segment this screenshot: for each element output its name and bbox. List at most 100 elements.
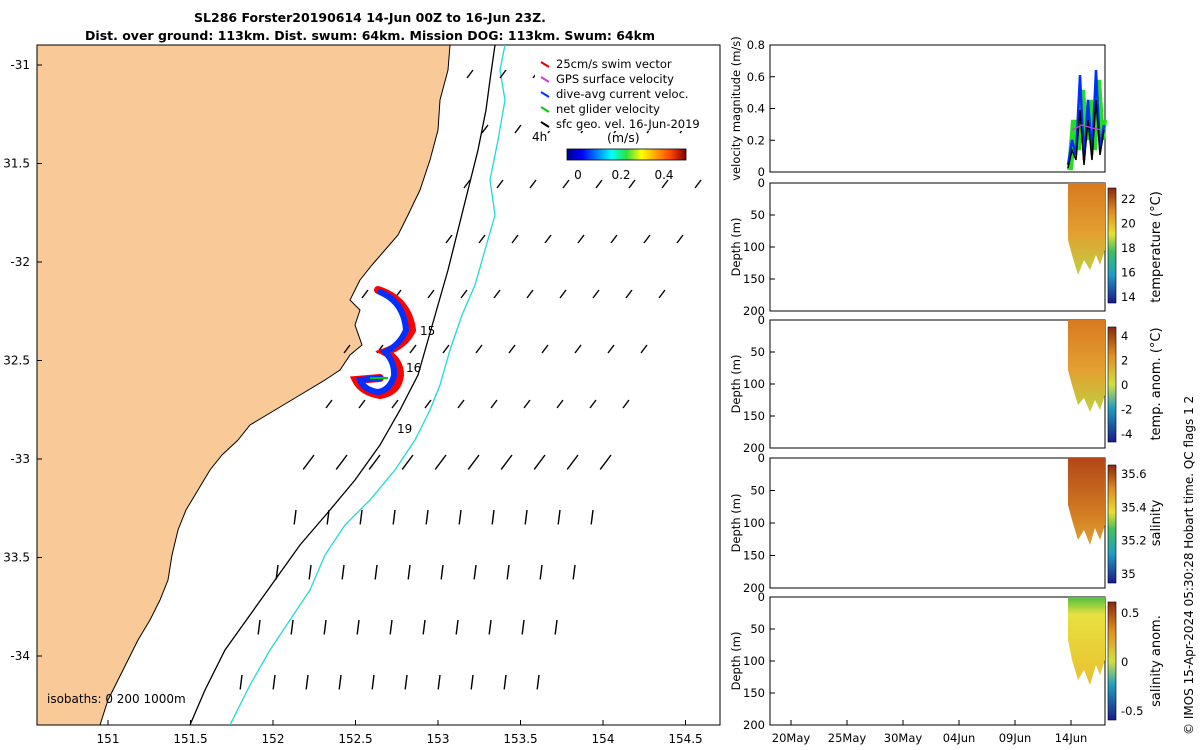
velocity-arrow	[302, 454, 315, 470]
velocity-arrow	[239, 674, 243, 690]
colorbar-unit: (m/s)	[607, 130, 640, 145]
velocity-arrow	[523, 399, 531, 409]
latitude-axis: -31 31.5 -32 32.5 -33 33.5 -34	[3, 58, 42, 663]
time-tick-label: 20May	[772, 731, 811, 745]
glider-track	[349, 286, 417, 400]
velocity-arrow	[466, 69, 474, 79]
panel-ytick-label: 150	[743, 549, 765, 563]
legend-arrow-icon	[540, 61, 550, 68]
velocity-arrow	[506, 564, 510, 580]
figure-title-line2: Dist. over ground: 113km. Dist. swum: 64…	[85, 28, 655, 43]
velocity-arrow	[554, 619, 558, 635]
velocity-arrow	[338, 674, 342, 690]
velocity-arrow	[272, 674, 276, 690]
velocity-arrow	[323, 619, 327, 635]
time-tick-label: 14Jun	[1055, 731, 1088, 745]
velocity-arrow	[422, 619, 426, 635]
panel-ytick-label: 50	[750, 345, 765, 359]
velocity-arrow	[500, 454, 513, 470]
velocity-arrow	[577, 234, 585, 244]
velocity-arrow	[343, 344, 351, 354]
velocity-arrow	[499, 69, 507, 79]
longitude-axis: 151 151.5 152 152.5 153 153.5 154 154.5	[97, 720, 703, 746]
panel-ytick-label: 100	[743, 654, 765, 668]
colorbar-tick-label: 35.2	[1121, 534, 1147, 548]
velocity-arrow	[508, 344, 516, 354]
velocity-arrow	[455, 619, 459, 635]
velocity-arrow	[610, 234, 618, 244]
velocity-arrow	[490, 399, 498, 409]
velocity-arrow	[694, 179, 702, 189]
velocity-arrow	[491, 509, 495, 525]
velocity-arrow	[404, 674, 408, 690]
velocity-arrow	[524, 509, 528, 525]
lon-tick-label: 153.5	[503, 732, 537, 746]
time-tick-label: 09Jun	[999, 731, 1032, 745]
colorbar-tick-label: 35.4	[1121, 500, 1147, 514]
panel-ylabel: Depth (m)	[729, 632, 743, 691]
lon-tick-label: 154	[592, 732, 615, 746]
panel-ytick-label: 50	[750, 484, 765, 498]
colorbar-label: salinity anom.	[1149, 615, 1164, 707]
panel-ytick-label: 150	[743, 409, 765, 423]
salinity-anomaly-panel	[769, 596, 1117, 726]
velocity-arrow	[622, 399, 630, 409]
panel-ylabel: Depth (m)	[729, 494, 743, 553]
panel-ytick-label: 200	[743, 581, 765, 595]
colorbar-tick-label: -4	[1121, 427, 1132, 441]
lat-tick-label: -31	[10, 58, 30, 72]
velocity-arrow	[536, 674, 540, 690]
credit-text: © IMOS 15-Apr-2024 05:30:28 Hobart time.…	[1182, 395, 1196, 735]
time-tick-label: 04Jun	[943, 731, 976, 745]
temperature-panel	[769, 182, 1117, 312]
velocity-arrow	[470, 674, 474, 690]
panel-ytick-label: 0	[758, 313, 765, 327]
day-label: 16	[406, 361, 421, 375]
day-label: 19	[397, 422, 412, 436]
velocity-panel	[769, 44, 1107, 173]
panel-ytick-label: 0	[758, 176, 765, 190]
isobaths-label: isobaths: 0 200 1000m	[47, 692, 186, 706]
panel-ytick-label: 0	[758, 451, 765, 465]
colorbar-tick-label: 14	[1121, 290, 1136, 304]
legend-arrow-icon	[540, 76, 550, 83]
salinity-panel	[769, 457, 1117, 589]
panel-ytick-label: 50	[750, 208, 765, 222]
day-label: 15	[420, 324, 435, 338]
velocity-arrow	[521, 619, 525, 635]
velocity-arrow	[590, 509, 594, 525]
velocity-arrow	[335, 454, 348, 470]
panel-ytick-label: 100	[743, 240, 765, 254]
velocity-arrow	[341, 564, 345, 580]
lon-tick-label: 152	[262, 732, 285, 746]
land-area	[37, 45, 451, 725]
temperature-anomaly-panel	[769, 319, 1117, 449]
velocity-arrow	[293, 509, 297, 525]
lon-tick-label: 152.5	[338, 732, 372, 746]
colorbar-tick-label: 0	[1121, 655, 1128, 669]
velocity-arrow	[458, 509, 462, 525]
velocity-arrow	[607, 344, 615, 354]
velocity-arrow	[275, 564, 279, 580]
velocity-arrow	[460, 289, 468, 299]
legend-arrow-icon	[540, 91, 550, 98]
velocity-arrow	[589, 399, 597, 409]
velocity-arrow	[526, 289, 534, 299]
colorbar-tick-label: 0	[1121, 378, 1128, 392]
time-axis: 20May 25May 30May 04Jun 09Jun 14Jun	[772, 720, 1088, 745]
geostrophic-velocity-arrows	[239, 69, 705, 690]
colorbar-tick-label: 35.6	[1121, 467, 1147, 481]
legend-arrow-icon	[540, 121, 550, 128]
panel-ytick-label: 0.6	[747, 70, 765, 84]
velocity-arrow	[442, 344, 450, 354]
figure-title-line1: SL286 Forster20190614 14-Jun 00Z to 16-J…	[194, 10, 546, 25]
velocity-arrow	[368, 454, 381, 470]
lat-tick-label: -33	[10, 452, 30, 466]
panel-ytick-label: 200	[743, 441, 765, 455]
velocity-arrow	[257, 619, 261, 635]
colorbar-tick-label: -2	[1121, 403, 1132, 417]
velocity-arrow	[392, 509, 396, 525]
time-series-panels: 0 0.2 0.4 0.6 0.8 velocity magnitude (m/s) 0 50…	[729, 36, 1164, 745]
colorbar-tick-label: 0.5	[1121, 606, 1139, 620]
